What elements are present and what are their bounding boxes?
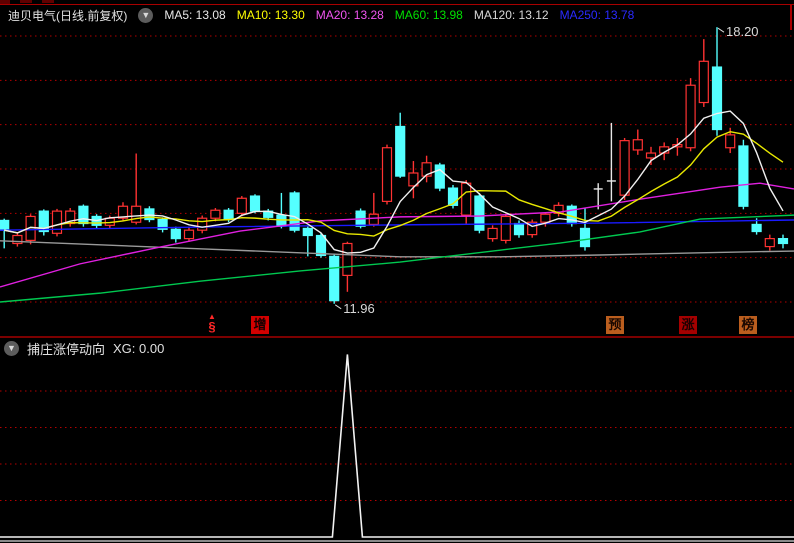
candle-down: [777, 238, 789, 245]
candle-down: [513, 222, 525, 236]
ma5-line: [4, 110, 784, 254]
xg-signal-line: [0, 354, 794, 538]
candle-down: [579, 227, 591, 248]
candle-up: [619, 140, 630, 196]
candle-down: [302, 227, 313, 237]
legend-item: MA20: 13.28: [315, 8, 384, 22]
candle-up: [685, 84, 696, 149]
marker-chip[interactable]: 涨: [679, 316, 697, 334]
annotation-leader: [334, 304, 342, 310]
candle-up: [632, 139, 643, 151]
top-edge-artifact: [42, 0, 54, 3]
right-edge-artifact: [790, 5, 792, 30]
legend-item: MA60: 13.98: [394, 8, 463, 22]
candle-down: [329, 255, 340, 302]
candle-up: [236, 197, 247, 214]
signal-marker[interactable]: ▲ §: [204, 312, 220, 334]
candle-up: [197, 217, 208, 231]
candle-up: [527, 221, 538, 236]
candle-up: [540, 213, 551, 223]
candle-down: [249, 195, 261, 212]
candle-up: [500, 215, 511, 241]
candle-down: [738, 145, 749, 207]
candle-down: [315, 234, 327, 257]
candle-down: [434, 164, 445, 189]
top-edge-artifact: [0, 0, 10, 4]
ma120-line: [0, 240, 794, 258]
candle-up: [487, 227, 498, 240]
candle-down: [447, 187, 459, 206]
candle-down: [38, 210, 49, 233]
price-annotation: 18.20: [726, 24, 759, 39]
candle-down: [157, 218, 168, 230]
chevron-down-icon[interactable]: ▼: [138, 7, 154, 23]
candle-up: [342, 242, 353, 277]
candle-down: [170, 228, 181, 240]
candle-down: [0, 219, 10, 231]
legend-item: MA250: 13.78: [559, 8, 635, 22]
marker-chip[interactable]: 增: [251, 316, 269, 334]
price-annotation: 11.96: [343, 301, 375, 316]
annotation-leader: [717, 27, 725, 33]
candle-up: [131, 205, 142, 223]
bottom-border: [0, 540, 794, 542]
top-edge-artifact: [20, 0, 32, 3]
chevron-down-icon[interactable]: ▼: [4, 340, 19, 356]
candle-up: [183, 229, 195, 240]
up-arrow-icon: ▲: [208, 312, 216, 321]
panel-separator: [0, 336, 794, 338]
candle-down: [289, 192, 300, 231]
candle-down: [474, 195, 485, 231]
candle-down: [711, 66, 723, 131]
candle-up: [65, 210, 76, 225]
legend-item: MA5: 13.08: [164, 8, 226, 22]
ma-legend: MA5: 13.08 MA10: 13.30 MA20: 13.28 MA60: 13…: [164, 8, 634, 22]
candle-up: [764, 238, 775, 248]
candle-up: [51, 210, 63, 234]
candle-up: [368, 213, 379, 226]
indicator-name: 捕庄涨停动向: [27, 341, 106, 357]
ma60-line: [0, 214, 794, 303]
candle-down: [78, 205, 89, 225]
candle-up: [698, 60, 709, 104]
candle-up: [725, 134, 736, 149]
candle-down: [395, 125, 406, 177]
legend-item: MA120: 13.12: [473, 8, 549, 22]
candle-up: [12, 234, 23, 245]
chart-header: 迪贝电气(日线.前复权) ▼ MA5: 13.08 MA10: 13.30 MA20…: [8, 7, 634, 23]
page-title: 迪贝电气(日线.前复权): [8, 8, 128, 23]
top-divider: [0, 4, 794, 5]
legend-item: MA10: 13.30: [236, 8, 305, 22]
ma250-line: [0, 219, 794, 231]
candle-up: [421, 162, 432, 177]
indicator-value: XG: 0.00: [113, 340, 165, 356]
ma20-line: [0, 182, 794, 288]
candle-up: [381, 147, 393, 202]
candle-up: [117, 205, 129, 219]
sub-chart-header: ▼ 捕庄涨停动向 XG: 0.00: [4, 340, 165, 357]
candle-down: [144, 208, 155, 221]
marker-chip[interactable]: 预: [606, 316, 624, 334]
candle-down: [751, 223, 762, 233]
marker-chip[interactable]: 榜: [739, 316, 757, 334]
candle-down: [276, 214, 287, 227]
candle-up: [210, 209, 221, 219]
ma10-line: [4, 130, 784, 237]
candle-up: [645, 152, 657, 159]
section-sign: §: [208, 319, 216, 334]
candle-down: [223, 209, 234, 221]
candle-up: [408, 172, 419, 187]
candle-up: [461, 182, 472, 216]
